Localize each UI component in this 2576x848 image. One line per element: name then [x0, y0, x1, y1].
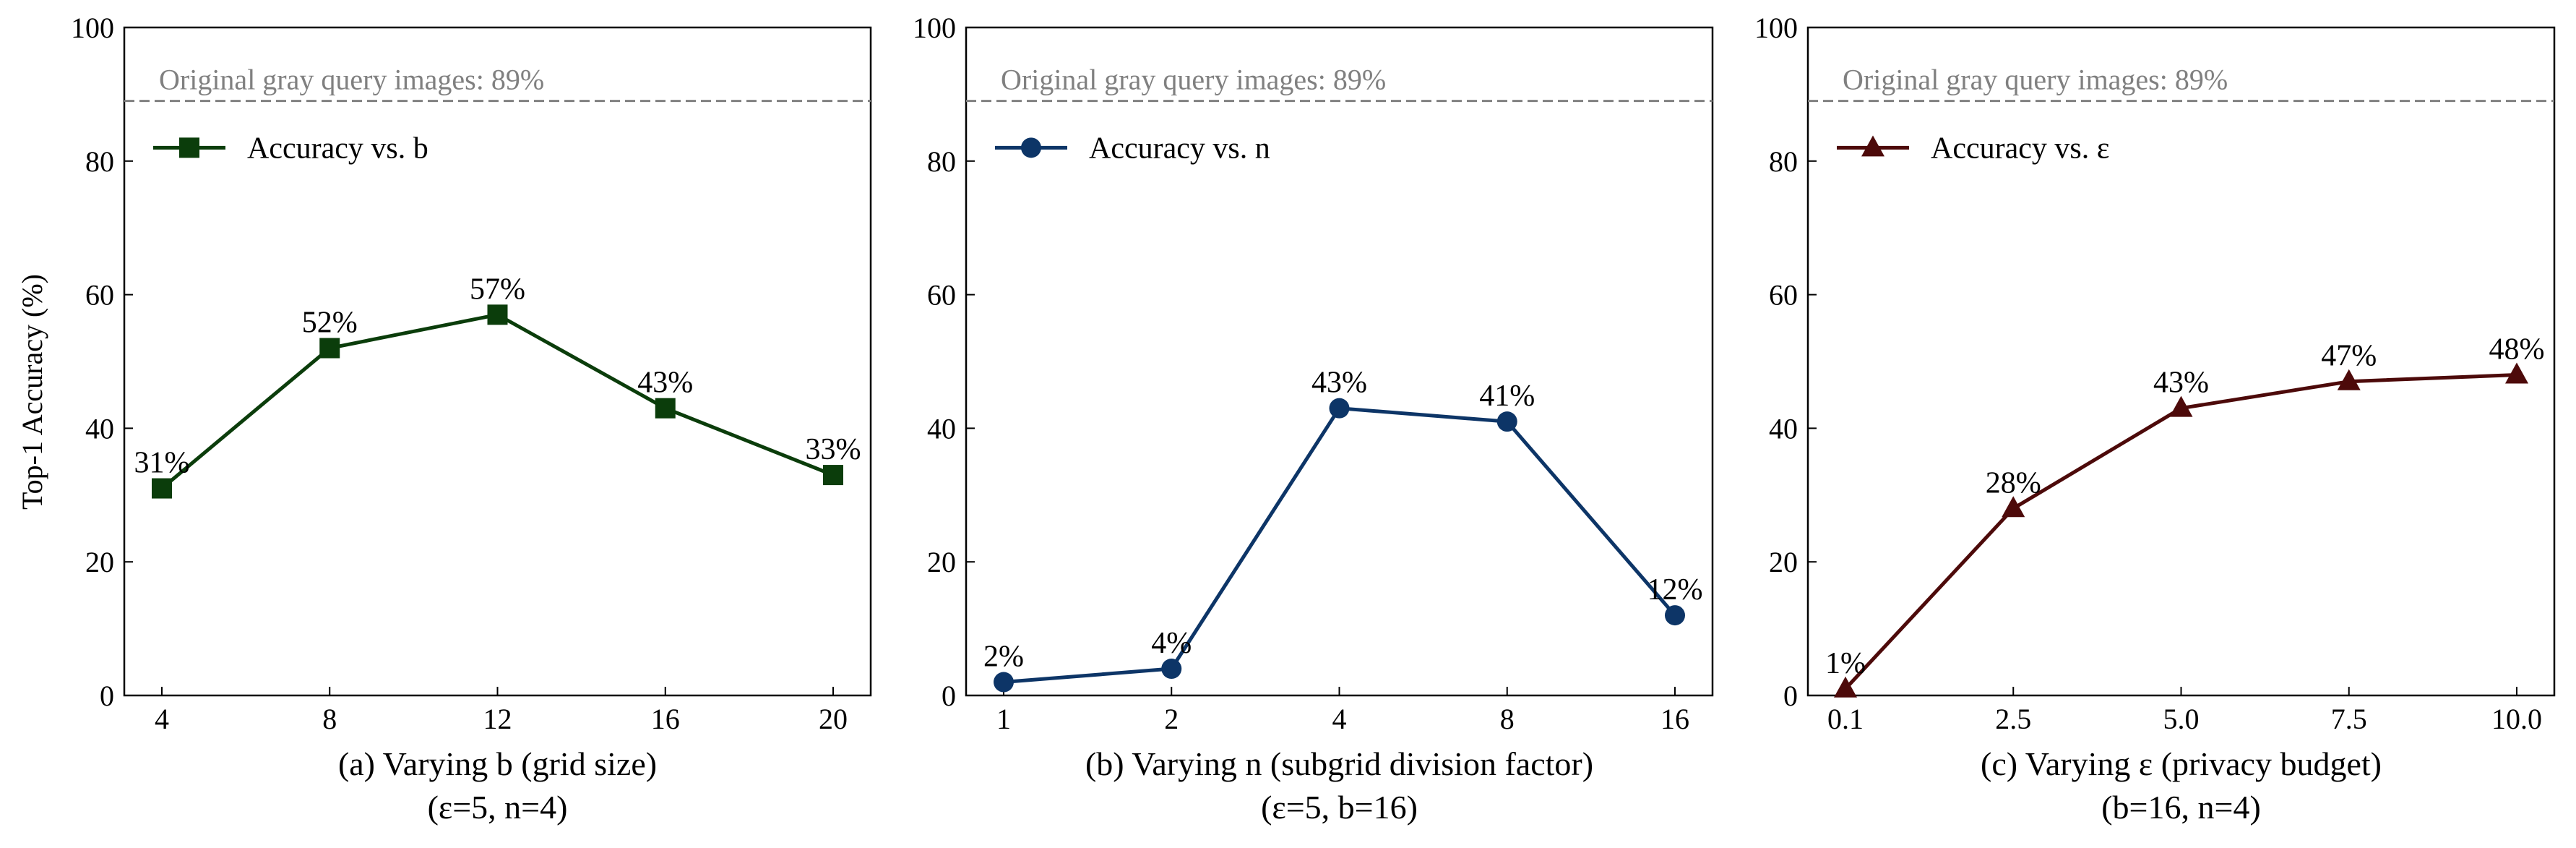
legend-marker	[179, 137, 199, 158]
legend-entry: Accuracy vs. ε	[1931, 132, 2109, 165]
chart-caption-sub: (b=16, n=4)	[2101, 789, 2261, 826]
chart-c: 0 20 40 60 80 100 0.1 2.5 5.0 7.5 10.0 Original gra…	[1754, 12, 2556, 826]
data-label: 43%	[2153, 367, 2209, 400]
data-point	[655, 398, 676, 419]
x-tick-label: 1	[996, 703, 1011, 735]
x-tick-label: 20	[819, 703, 848, 735]
plot-frame	[123, 26, 872, 697]
data-point	[2169, 395, 2193, 417]
chart-b: 0 20 40 60 80 100 1 2 4 8 16 Original gray query im…	[913, 12, 1714, 826]
x-tick-label: 5.0	[2163, 703, 2200, 735]
plot-frame	[965, 26, 1714, 697]
y-tick-label: 40	[927, 412, 956, 445]
y-tick-label: 40	[85, 412, 114, 445]
data-point	[2002, 496, 2025, 518]
data-point	[823, 465, 843, 486]
y-tick-label: 20	[1769, 546, 1798, 578]
reference-label: Original gray query images: 89%	[1843, 64, 2228, 96]
data-label: 4%	[1151, 627, 1192, 660]
data-label: 57%	[470, 273, 525, 306]
y-tick-label: 60	[927, 279, 956, 312]
data-label: 31%	[134, 447, 190, 480]
data-point	[1665, 605, 1685, 626]
x-tick-label: 4	[1332, 703, 1347, 735]
data-label: 41%	[1479, 380, 1535, 413]
data-point	[1161, 659, 1182, 680]
x-tick-label: 16	[651, 703, 680, 735]
chart-caption: (c) Varying ε (privacy budget)	[1981, 745, 2382, 782]
y-tick-label: 100	[1754, 12, 1798, 44]
data-label: 47%	[2321, 340, 2377, 373]
legend-marker	[1021, 137, 1041, 158]
data-label: 2%	[983, 641, 1024, 674]
y-tick-label: 60	[85, 279, 114, 312]
x-tick-label: 16	[1660, 703, 1689, 735]
data-label: 43%	[1311, 367, 1367, 400]
y-tick-label: 0	[1783, 680, 1798, 712]
data-point	[1329, 398, 1350, 419]
data-label: 12%	[1647, 573, 1703, 607]
data-point	[319, 338, 340, 359]
y-axis-label: Top-1 Accuracy (%)	[16, 274, 48, 510]
x-tick-label: 10.0	[2491, 703, 2542, 735]
x-tick-label: 0.1	[1827, 703, 1864, 735]
series-line	[160, 312, 834, 490]
y-tick-label: 100	[71, 12, 114, 44]
data-label: 1%	[1825, 647, 1866, 680]
data-label: 43%	[637, 367, 693, 400]
chart-caption: (b) Varying n (subgrid division factor)	[1085, 745, 1593, 782]
x-tick-label: 7.5	[2331, 703, 2367, 735]
chart-caption: (a) Varying b (grid size)	[338, 745, 657, 782]
data-label: 48%	[2489, 333, 2545, 366]
data-point	[994, 672, 1014, 693]
y-tick-label: 40	[1769, 412, 1798, 445]
x-tick-label: 2	[1164, 703, 1179, 735]
x-tick-label: 2.5	[1995, 703, 2031, 735]
y-tick-label: 60	[1769, 279, 1798, 312]
y-tick-label: 100	[913, 12, 956, 44]
y-tick-label: 20	[927, 546, 956, 578]
data-label: 52%	[302, 307, 358, 340]
x-tick-label: 8	[1500, 703, 1515, 735]
y-tick-label: 0	[942, 680, 956, 712]
x-tick-label: 8	[322, 703, 337, 735]
y-tick-label: 80	[1769, 145, 1798, 178]
legend-entry: Accuracy vs. n	[1089, 132, 1270, 165]
plot-frame	[1806, 26, 2556, 697]
series-line	[1844, 372, 2517, 690]
data-point	[1834, 676, 1857, 698]
chart-a: 0 20 40 60 80 100 4 8 12 16 20 Original gray query …	[71, 12, 872, 826]
y-tick-label: 20	[85, 546, 114, 578]
data-point	[1496, 411, 1517, 432]
y-tick-label: 80	[85, 145, 114, 178]
data-point	[2505, 362, 2528, 384]
data-label: 33%	[806, 433, 861, 466]
legend-marker	[1861, 135, 1884, 157]
y-tick-label: 80	[927, 145, 956, 178]
x-tick-label: 4	[155, 703, 169, 735]
x-tick-label: 12	[483, 703, 512, 735]
chart-caption-sub: (ε=5, b=16)	[1261, 789, 1418, 826]
legend-entry: Accuracy vs. b	[247, 132, 428, 165]
series-line	[1003, 406, 1676, 685]
data-point	[152, 478, 172, 499]
chart-caption-sub: (ε=5, n=4)	[428, 789, 568, 826]
y-tick-label: 0	[100, 680, 114, 712]
reference-label: Original gray query images: 89%	[1001, 64, 1386, 96]
reference-label: Original gray query images: 89%	[159, 64, 544, 96]
data-point	[487, 304, 508, 325]
data-point	[2337, 369, 2361, 390]
data-label: 28%	[1986, 466, 2041, 500]
